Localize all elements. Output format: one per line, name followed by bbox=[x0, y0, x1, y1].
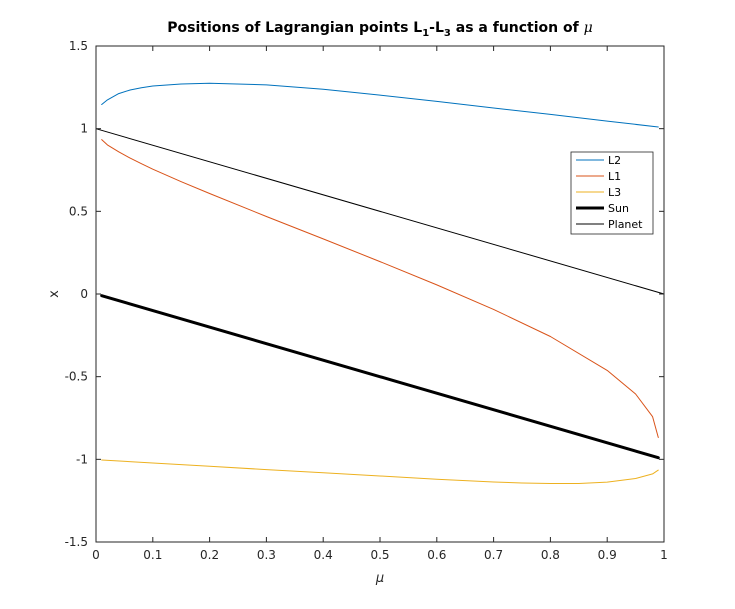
x-tick-label: 0.1 bbox=[143, 548, 162, 562]
title-symbol: μ bbox=[584, 20, 593, 36]
legend-label-l3: L3 bbox=[608, 186, 621, 199]
y-tick-label: -0.5 bbox=[65, 370, 88, 384]
x-tick-label: 0.6 bbox=[427, 548, 446, 562]
series-line-sun bbox=[100, 294, 660, 460]
y-tick-label: 0.5 bbox=[69, 204, 88, 218]
y-tick-label: 1 bbox=[80, 122, 88, 136]
x-tick-label: 1 bbox=[660, 548, 668, 562]
x-axis-label: μ bbox=[375, 571, 384, 586]
y-tick-label: -1.5 bbox=[65, 535, 88, 549]
x-tick-label: 0.3 bbox=[257, 548, 276, 562]
series-layer bbox=[95, 82, 665, 484]
x-tick-label: 0.7 bbox=[484, 548, 503, 562]
x-tick-label: 0.5 bbox=[370, 548, 389, 562]
legend-label-planet: Planet bbox=[608, 218, 643, 231]
legend-label-sun: Sun bbox=[608, 202, 629, 215]
y-tick-label: 1.5 bbox=[69, 39, 88, 53]
legend-items: L2 L1 L3 Sun Planet bbox=[576, 154, 643, 231]
x-tick-label: 0.4 bbox=[314, 548, 333, 562]
x-tick-label: 0.9 bbox=[598, 548, 617, 562]
plot-area bbox=[96, 46, 664, 542]
chart-title: Positions of Lagrangian points L1-L3 as … bbox=[167, 20, 592, 39]
legend: L2 L1 L3 Sun Planet bbox=[570, 151, 654, 235]
x-tick-label: 0.2 bbox=[200, 548, 219, 562]
legend-label-l2: L2 bbox=[608, 154, 621, 167]
series-line-l3 bbox=[101, 459, 659, 484]
title-prefix: Positions of Lagrangian points L bbox=[167, 20, 422, 36]
series-line-l2 bbox=[101, 82, 659, 128]
tick-layer: 0 0.1 0.2 0.3 0.4 0.5 0.6 0.7 0.8 0.9 1 -1.5 -1 -0.5 0… bbox=[65, 39, 668, 562]
y-axis-label: x bbox=[47, 290, 62, 298]
series-line-planet bbox=[95, 128, 665, 295]
series-line-l1 bbox=[101, 139, 659, 438]
title-suffix: as a function of bbox=[451, 20, 584, 36]
title-sub-2: 3 bbox=[444, 28, 451, 39]
legend-label-l1: L1 bbox=[608, 170, 621, 183]
x-tick-label: 0 bbox=[92, 548, 100, 562]
title-mid: -L bbox=[429, 20, 444, 36]
y-tick-label: 0 bbox=[80, 287, 88, 301]
x-tick-label: 0.8 bbox=[541, 548, 560, 562]
title-sub-1: 1 bbox=[422, 28, 429, 39]
y-tick-label: -1 bbox=[76, 452, 88, 466]
legend-box bbox=[570, 151, 654, 235]
